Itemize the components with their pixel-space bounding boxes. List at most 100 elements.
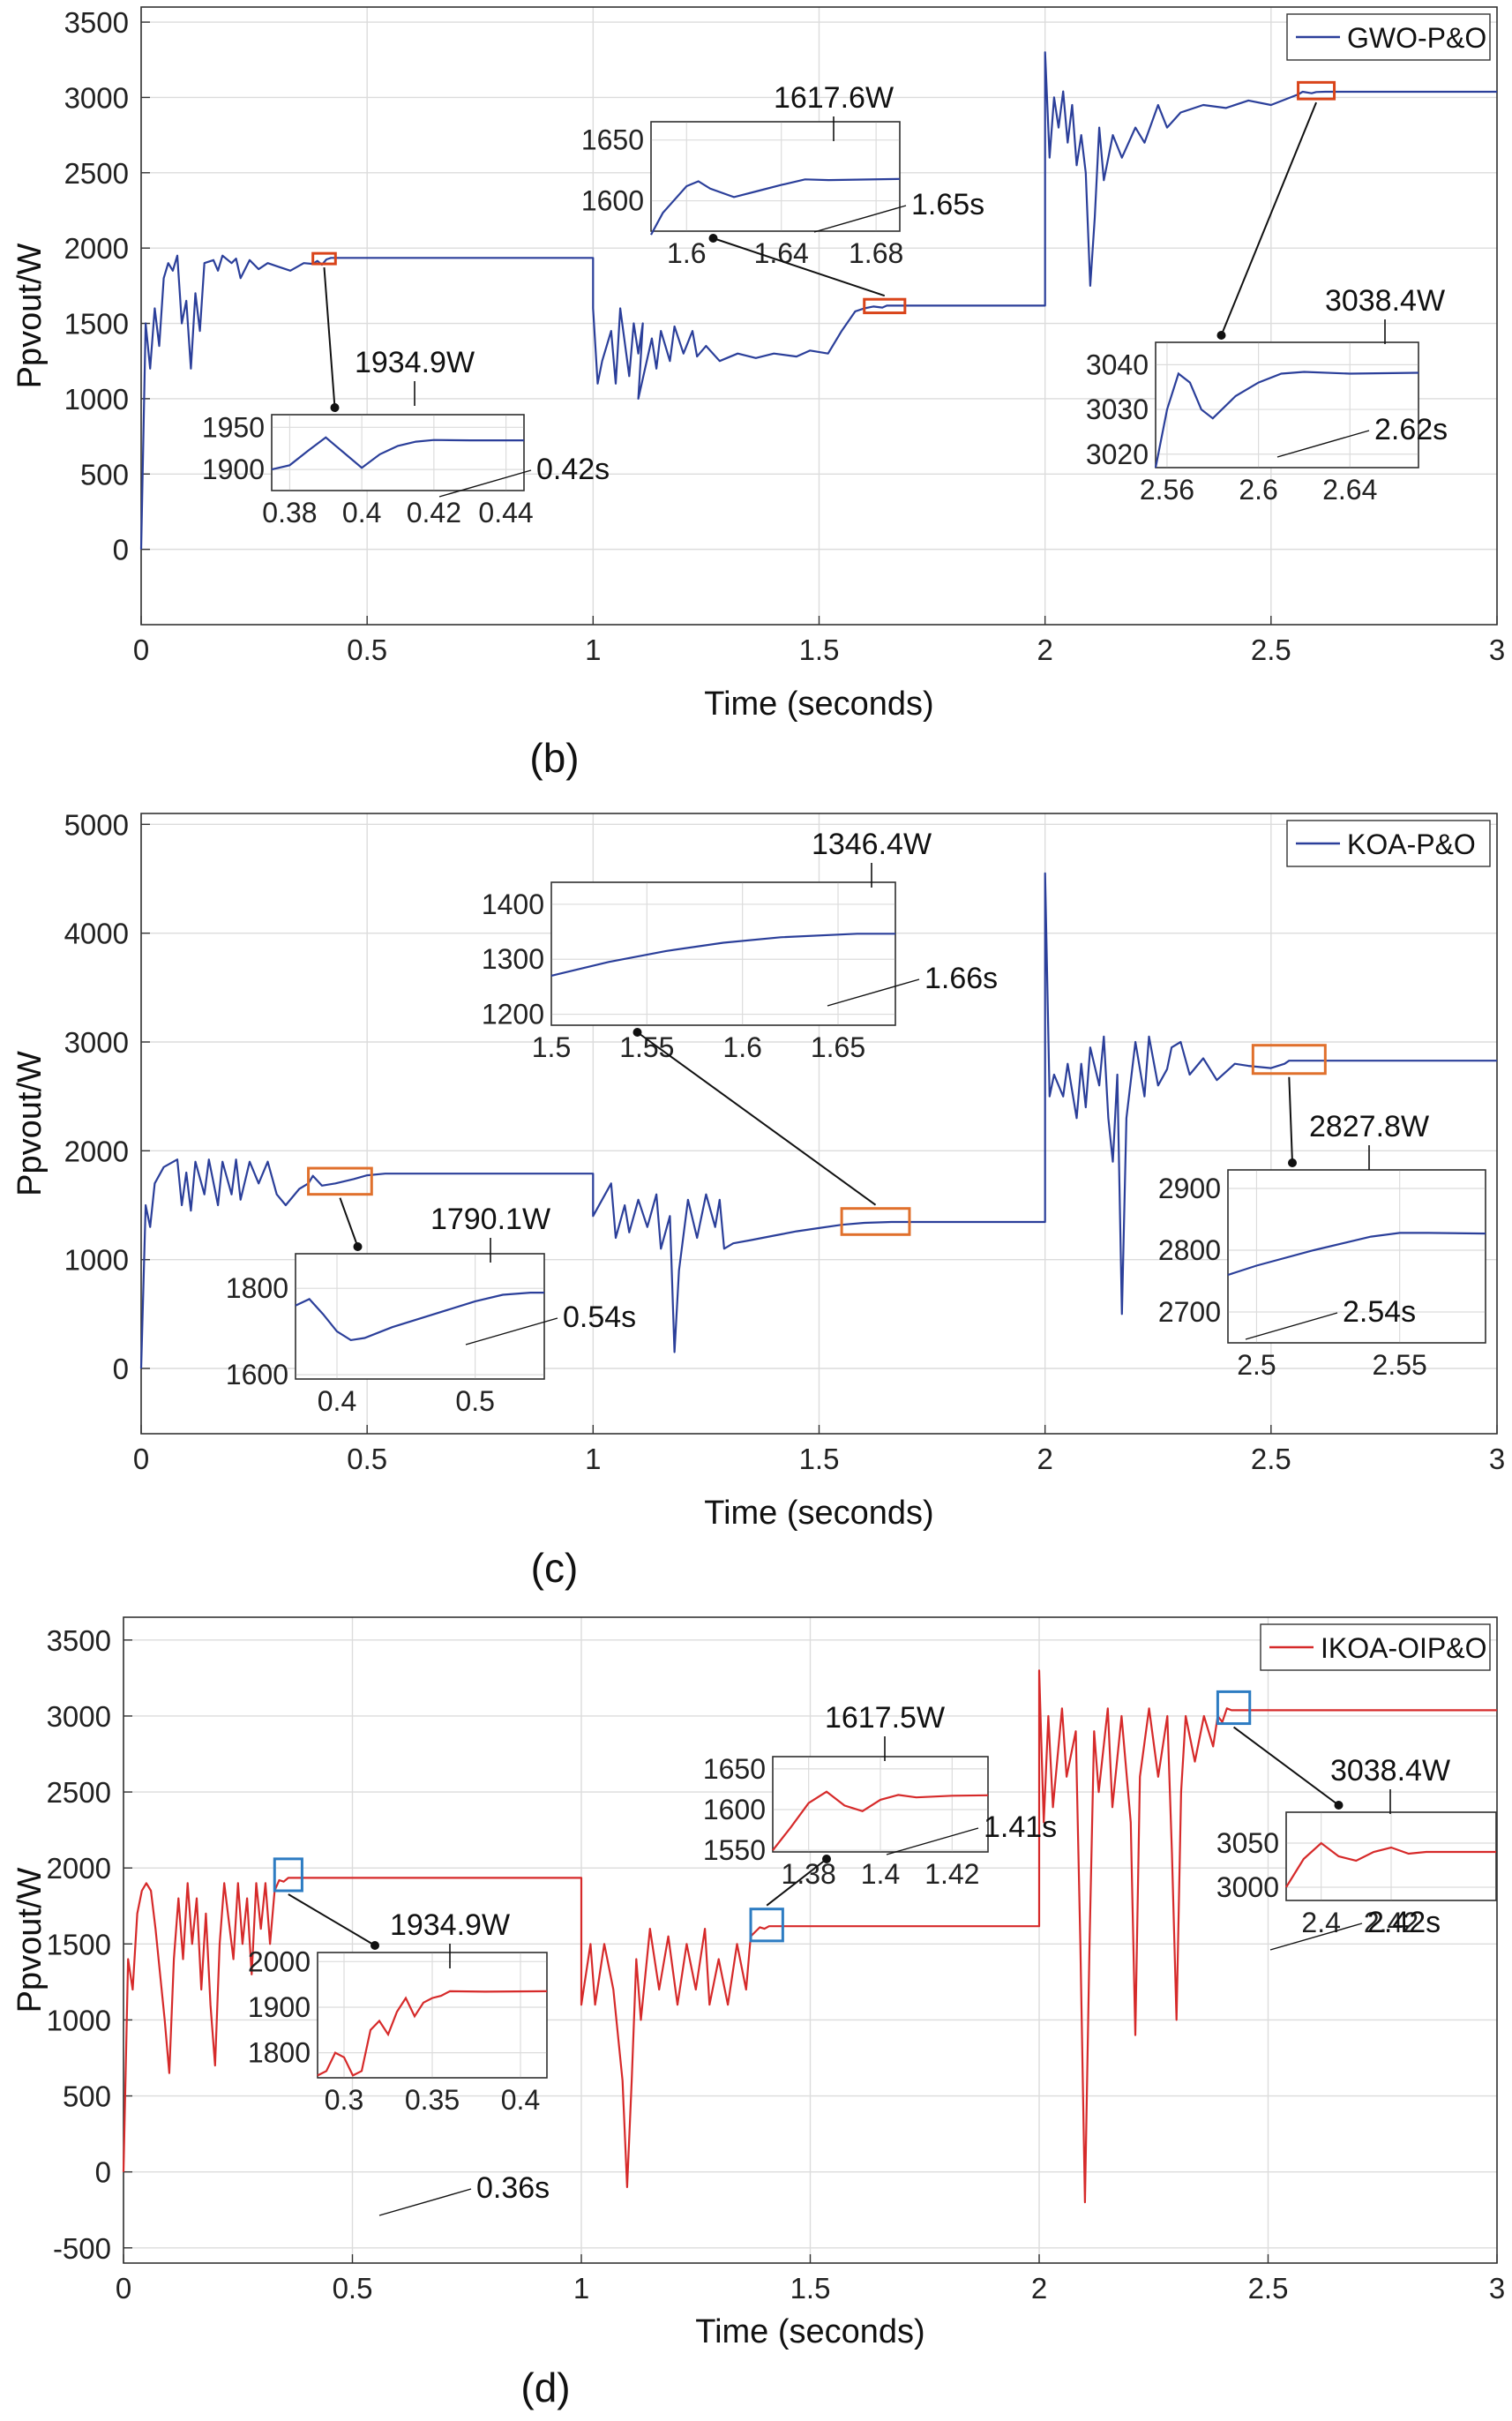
inset-y-tick-label: 1650 — [703, 1753, 766, 1785]
inset-y-tick-label: 1800 — [226, 1272, 288, 1304]
inset-y-tick-label: 1650 — [581, 124, 644, 156]
chart-b: 0 0.5 1 1.5 2 2.5 3 0 500 1000 1500 2000 2500 3000 350… — [11, 6, 1505, 781]
x-tick-label: 3 — [1489, 1443, 1505, 1475]
inset-3: 2.5 2.55 2700 2800 2900 2827.8W 2.54s — [1158, 1044, 1486, 1381]
zoom-box — [749, 1908, 784, 1943]
panel-caption: (d) — [520, 2365, 570, 2410]
x-tick-label: 0 — [116, 2272, 131, 2305]
inset-y-tick-label: 2000 — [248, 1945, 311, 1977]
series-line — [122, 1669, 1497, 2204]
inset-x-tick-label: 1.6 — [722, 1031, 761, 1063]
y-tick-label: 3500 — [47, 1624, 111, 1657]
zoom-box — [1216, 1690, 1252, 1726]
x-tick-label: 2.5 — [1251, 633, 1291, 666]
y-tick-label: -500 — [53, 2232, 111, 2265]
zoom-box — [1251, 1044, 1327, 1076]
inset-y-tick-label: 3000 — [1216, 1871, 1279, 1903]
time-pointer — [438, 469, 532, 498]
y-tick-label: 1000 — [64, 1244, 129, 1277]
time-pointer — [465, 1317, 558, 1345]
time-annotation: 1.41s — [984, 1810, 1057, 1844]
x-tick-label: 2.5 — [1251, 1443, 1291, 1475]
inset-x-tick-label: 1.4 — [861, 1858, 900, 1890]
time-annotation: 0.42s — [536, 453, 610, 486]
x-tick-label: 3 — [1489, 633, 1505, 666]
inset-series-line — [317, 1990, 548, 2077]
x-tick-label: 1 — [585, 633, 601, 666]
inset-y-tick-label: 1300 — [482, 943, 544, 975]
inset-series-line — [772, 1790, 989, 1851]
inset-series-line — [1154, 371, 1419, 468]
x-tick-label: 1.5 — [799, 633, 840, 666]
x-tick-label: 1 — [573, 2272, 589, 2305]
chart-d: 0 0.5 1 1.5 2 2.5 3-50005001000150020002500300… — [11, 1616, 1505, 2410]
zoom-arrow — [339, 1197, 359, 1248]
zoom-arrow-head — [632, 1028, 642, 1037]
y-tick-label: 3000 — [47, 1700, 111, 1733]
zoom-arrow — [636, 1031, 877, 1206]
series-line — [139, 872, 1497, 1369]
inset-series-line — [295, 1291, 544, 1342]
zoom-box — [863, 297, 907, 315]
value-annotation: 1346.4W — [812, 828, 932, 861]
inset-y-tick-label: 1900 — [248, 1991, 311, 2023]
zoom-arrow — [1232, 1726, 1340, 1806]
inset-series-line — [271, 436, 524, 471]
zoom-arrow — [323, 267, 336, 408]
inset-x-tick-label: 2.55 — [1373, 1349, 1427, 1381]
y-axis-label: Ppvout/W — [11, 1051, 49, 1196]
zoom-arrow-head — [708, 234, 718, 243]
inset-y-tick-label: 2900 — [1158, 1173, 1221, 1204]
inset-x-tick-label: 1.6 — [667, 237, 706, 269]
zoom-arrow-head — [1216, 331, 1226, 340]
inset-x-tick-label: 2.42 — [1364, 1907, 1418, 1938]
x-tick-label: 0 — [133, 1443, 149, 1475]
y-tick-label: 5000 — [64, 808, 129, 841]
inset-x-tick-label: 0.38 — [262, 497, 317, 528]
inset-x-tick-label: 0.44 — [478, 497, 533, 528]
x-tick-label: 2 — [1037, 633, 1052, 666]
inset-y-tick-label: 1600 — [226, 1359, 288, 1390]
y-tick-label: 2500 — [47, 1776, 111, 1809]
inset-frame — [650, 121, 901, 232]
zoom-arrow-head — [822, 1855, 831, 1863]
time-pointer — [886, 1827, 979, 1855]
inset-border — [772, 1756, 989, 1853]
inset-frame — [1155, 341, 1419, 468]
y-tick-label: 500 — [63, 2080, 111, 2113]
panel-caption: (b) — [529, 735, 579, 781]
inset-border — [1227, 1169, 1486, 1344]
value-annotation: 3038.4W — [1325, 284, 1445, 318]
inset-frame — [550, 881, 896, 1026]
series-line — [139, 51, 1497, 550]
x-tick-label: 3 — [1489, 2272, 1505, 2305]
inset-y-tick-label: 1900 — [202, 453, 265, 485]
inset-x-tick-label: 2.56 — [1140, 474, 1194, 506]
y-tick-label: 1500 — [47, 1928, 111, 1960]
y-tick-label: 2000 — [64, 1135, 129, 1167]
inset-y-tick-label: 3030 — [1086, 394, 1149, 425]
time-annotation: 0.36s — [476, 2171, 550, 2205]
zoom-box — [307, 1166, 373, 1196]
y-tick-label: 1000 — [64, 383, 129, 416]
panel-caption: (c) — [531, 1545, 579, 1591]
y-tick-label: 3000 — [64, 1026, 129, 1059]
x-tick-label: 1.5 — [799, 1443, 840, 1475]
value-annotation: 1934.9W — [355, 346, 475, 379]
y-tick-label: 1000 — [47, 2004, 111, 2036]
inset-border — [271, 414, 525, 491]
inset-series-line — [650, 177, 901, 236]
zoom-arrow — [288, 1893, 376, 1946]
time-annotation: 0.54s — [563, 1300, 636, 1334]
x-tick-label: 0.5 — [333, 2272, 373, 2305]
inset-x-tick-label: 1.65 — [811, 1031, 865, 1063]
inset-frame — [295, 1253, 545, 1380]
inset-y-tick-label: 2700 — [1158, 1296, 1221, 1328]
inset-y-tick-label: 1950 — [202, 411, 265, 443]
inset-y-tick-label: 1400 — [482, 888, 544, 920]
time-annotation: 1.65s — [911, 188, 984, 221]
x-tick-label: 1 — [585, 1443, 601, 1475]
value-annotation: 1617.5W — [825, 1701, 945, 1735]
